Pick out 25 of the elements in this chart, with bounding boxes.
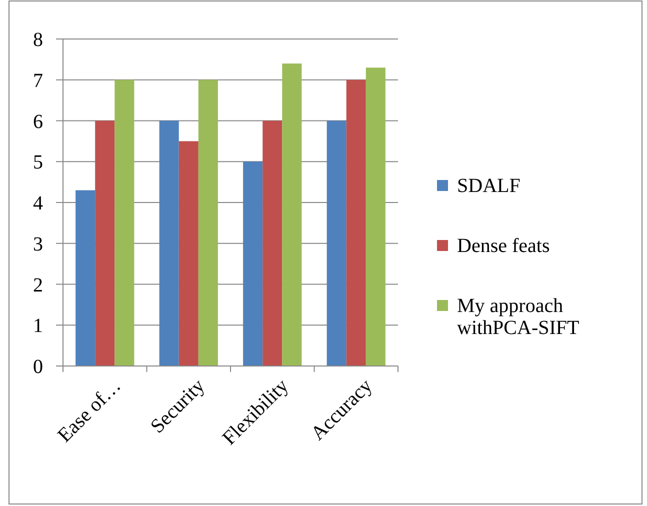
bar (76, 190, 96, 366)
y-tick-label: 5 (33, 152, 43, 174)
bar (282, 64, 302, 366)
y-tick-label: 4 (33, 192, 43, 214)
bar (95, 120, 115, 366)
y-tick-label: 1 (33, 315, 43, 338)
bar (326, 120, 346, 366)
y-tick-label: 6 (33, 110, 43, 133)
y-tick-label: 3 (33, 233, 43, 256)
bar (159, 120, 179, 366)
x-tick-label: Ease of… (54, 374, 126, 447)
legend-label: My approach withPCA-SIFT (457, 295, 580, 339)
bar (198, 80, 218, 366)
legend-label: Dense feats (457, 235, 550, 257)
bar (178, 141, 198, 366)
bar (243, 162, 263, 366)
bar (346, 80, 366, 366)
bar (366, 68, 386, 366)
y-tick-label: 8 (33, 29, 43, 51)
y-tick-label: 0 (33, 356, 43, 378)
y-tick-label: 7 (33, 70, 43, 92)
y-tick-label: 2 (33, 274, 43, 296)
legend-label: SDALF (457, 175, 520, 197)
bar (262, 120, 282, 366)
bar (114, 80, 134, 366)
